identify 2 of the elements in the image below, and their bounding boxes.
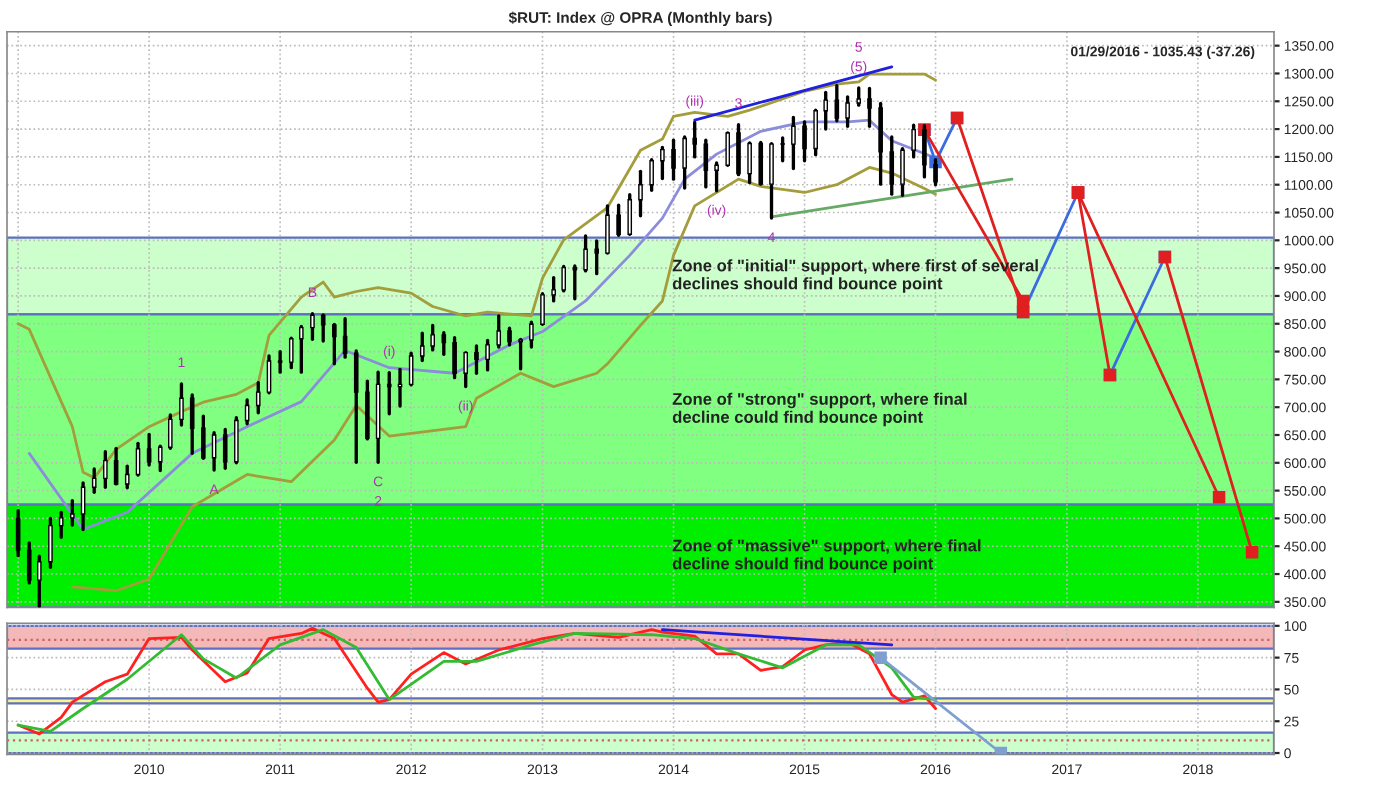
band-label: Zone of "massive" support, where final decline should find bounce point	[672, 539, 981, 573]
band-label: Zone of "strong" support, where final decline could find bounce point	[672, 392, 967, 427]
